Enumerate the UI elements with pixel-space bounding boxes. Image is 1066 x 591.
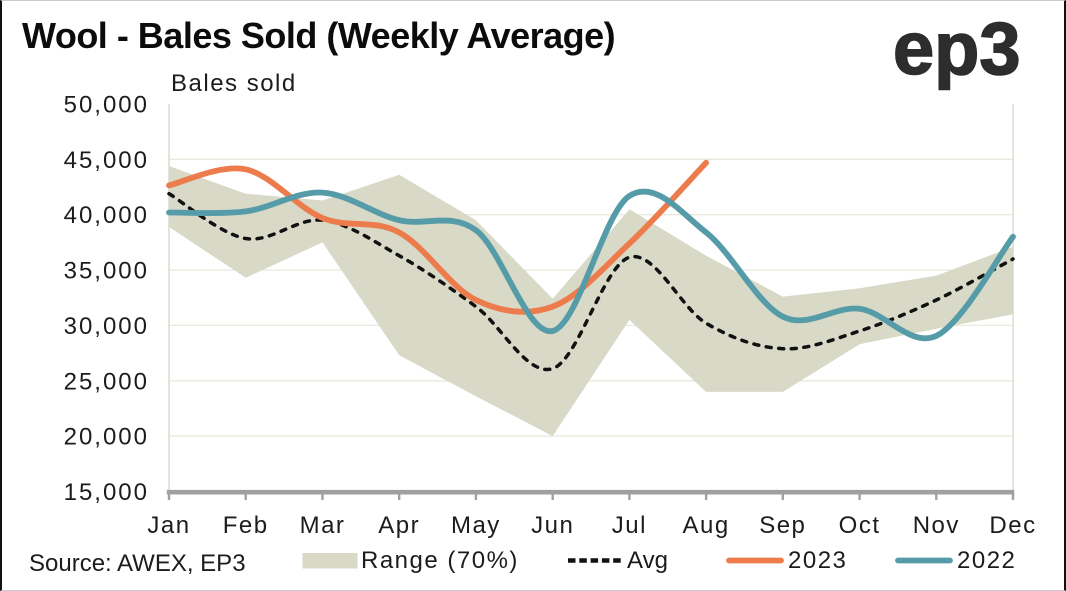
svg-text:25,000: 25,000 xyxy=(64,368,149,395)
svg-text:Avg: Avg xyxy=(627,547,668,574)
svg-text:Feb: Feb xyxy=(223,512,269,539)
svg-text:Oct: Oct xyxy=(839,512,881,539)
svg-text:Bales sold: Bales sold xyxy=(171,70,297,97)
svg-text:35,000: 35,000 xyxy=(64,258,149,285)
svg-text:2022: 2022 xyxy=(957,547,1016,574)
svg-text:May: May xyxy=(451,512,501,539)
svg-text:Mar: Mar xyxy=(300,512,346,539)
svg-text:20,000: 20,000 xyxy=(64,424,149,451)
svg-text:2023: 2023 xyxy=(788,547,847,574)
svg-text:45,000: 45,000 xyxy=(64,147,149,174)
svg-text:40,000: 40,000 xyxy=(64,202,149,229)
svg-text:15,000: 15,000 xyxy=(64,479,149,506)
svg-text:Range (70%): Range (70%) xyxy=(361,547,519,574)
svg-text:Jan: Jan xyxy=(147,512,190,539)
svg-text:Apr: Apr xyxy=(378,512,420,539)
svg-text:ep3: ep3 xyxy=(893,7,1021,90)
svg-text:Source: AWEX, EP3: Source: AWEX, EP3 xyxy=(29,550,246,577)
svg-text:30,000: 30,000 xyxy=(64,313,149,340)
svg-text:Jul: Jul xyxy=(612,512,647,539)
svg-text:Wool - Bales Sold (Weekly Aver: Wool - Bales Sold (Weekly Average) xyxy=(22,15,615,56)
svg-text:50,000: 50,000 xyxy=(64,92,149,119)
svg-text:Nov: Nov xyxy=(913,512,960,539)
svg-text:Aug: Aug xyxy=(682,512,729,539)
svg-text:Jun: Jun xyxy=(531,512,574,539)
svg-text:Dec: Dec xyxy=(989,512,1036,539)
svg-text:Sep: Sep xyxy=(759,512,806,539)
